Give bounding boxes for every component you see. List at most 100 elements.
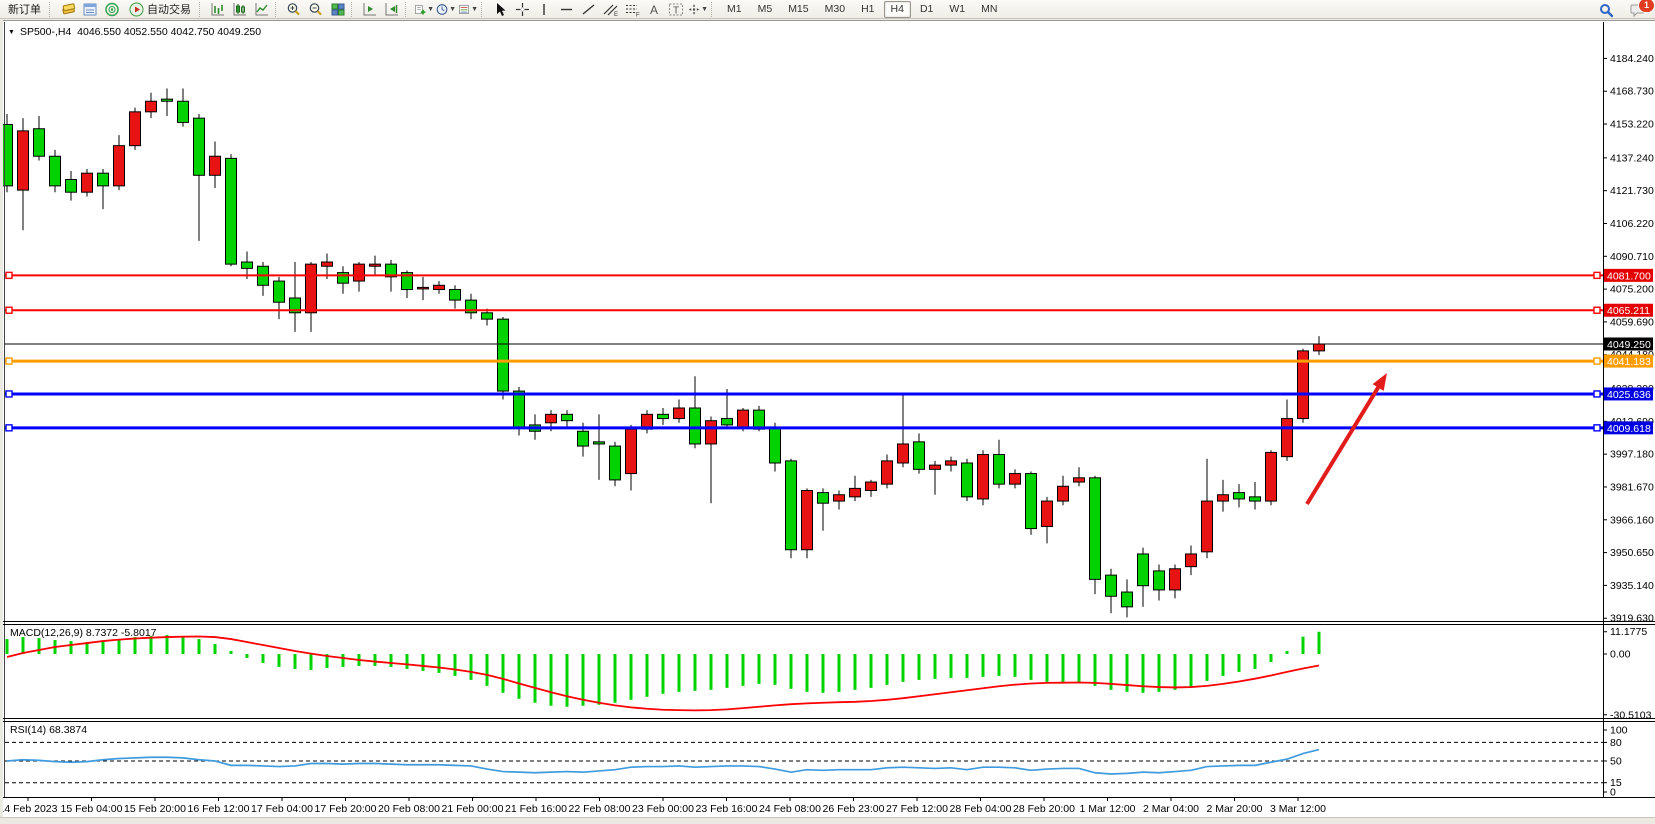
rsi-panel — [5, 741, 1603, 784]
chart-ohlc-readout: 4046.550 4052.550 4042.750 4049.250 — [77, 26, 262, 38]
line-handle[interactable] — [1593, 390, 1601, 398]
toolbar-separator — [49, 1, 55, 17]
svg-text:2 Mar 04:00: 2 Mar 04:00 — [1143, 803, 1199, 815]
line-handle[interactable] — [5, 271, 13, 280]
svg-text:21 Feb 16:00: 21 Feb 16:00 — [505, 803, 567, 815]
svg-text:2 Mar 20:00: 2 Mar 20:00 — [1206, 803, 1262, 815]
horizontal-line-icon[interactable] — [555, 0, 577, 18]
line-handle[interactable] — [5, 424, 13, 432]
svg-text:4081.700: 4081.700 — [1607, 270, 1651, 282]
chart-canvas[interactable]: 4184.240 4168.730 4153.220 4137.240 4121.730… — [3, 21, 1655, 818]
bar-chart-icon[interactable] — [207, 0, 229, 18]
timeframe-button-m15[interactable]: M15 — [788, 2, 809, 15]
new-order-button[interactable]: 新订单 — [2, 0, 47, 19]
toolbar-separator — [275, 1, 281, 17]
timeframe-button-h4[interactable]: H4 — [883, 0, 911, 18]
svg-text:100: 100 — [1610, 725, 1628, 737]
svg-text:A: A — [650, 3, 658, 17]
svg-text:14 Feb 2023: 14 Feb 2023 — [3, 803, 58, 815]
svg-text:3997.180: 3997.180 — [1610, 449, 1654, 461]
toolbar-separator — [199, 1, 205, 17]
timeframe-button-m30[interactable]: M30 — [824, 2, 846, 15]
svg-text:4121.730: 4121.730 — [1610, 185, 1654, 197]
autotrade-button[interactable]: 自动交易 — [123, 0, 197, 19]
svg-text:3935.140: 3935.140 — [1610, 580, 1654, 592]
one-click-trading-arrow-icon[interactable]: ▼ — [8, 29, 15, 36]
equidistant-channel-icon[interactable]: E — [599, 0, 621, 18]
zoom-in-icon[interactable] — [283, 0, 305, 18]
zoom-out-icon[interactable] — [305, 0, 327, 18]
periods-icon[interactable]: ▼ — [435, 0, 457, 18]
line-handle[interactable] — [5, 390, 13, 398]
autotrade-button-label: 自动交易 — [147, 4, 191, 16]
svg-text:15 Feb 20:00: 15 Feb 20:00 — [124, 803, 186, 815]
time-axis[interactable]: 14 Feb 2023 15 Feb 04:00 15 Feb 20:00 16 Fe… — [3, 798, 1326, 815]
svg-text:F: F — [636, 12, 640, 17]
arrows-tool-icon[interactable]: ▼ — [687, 0, 709, 18]
svg-text:21 Feb 00:00: 21 Feb 00:00 — [442, 803, 504, 815]
svg-text:4041.183: 4041.183 — [1607, 356, 1651, 368]
toolbar-separator — [351, 1, 357, 17]
vertical-line-icon[interactable] — [533, 0, 555, 18]
svg-text:4059.690: 4059.690 — [1610, 316, 1654, 328]
market-watch-icon[interactable] — [57, 0, 79, 18]
svg-text:0.00: 0.00 — [1610, 649, 1631, 661]
timeframe-button-d1[interactable]: D1 — [919, 2, 934, 15]
timeframe-button-m1[interactable]: M1 — [727, 2, 742, 15]
svg-text:4137.240: 4137.240 — [1610, 152, 1654, 164]
data-window-icon[interactable] — [79, 0, 101, 18]
line-chart-icon[interactable] — [251, 0, 273, 18]
svg-text:E: E — [614, 12, 618, 17]
svg-text:4184.240: 4184.240 — [1610, 53, 1654, 65]
notifications-icon[interactable]: 1 — [1627, 0, 1655, 19]
price-badges: 4081.700 4065.211 4049.250 4041.183 4025.636… — [1604, 268, 1653, 435]
svg-text:22 Feb 08:00: 22 Feb 08:00 — [569, 803, 631, 815]
svg-text:4090.710: 4090.710 — [1610, 251, 1654, 263]
svg-text:20 Feb 08:00: 20 Feb 08:00 — [378, 803, 440, 815]
trendline-icon[interactable] — [577, 0, 599, 18]
toolbar-separator — [711, 1, 717, 17]
svg-text:4009.618: 4009.618 — [1607, 423, 1651, 435]
svg-text:23 Feb 16:00: 23 Feb 16:00 — [696, 803, 758, 815]
chart-symbol-period: SP500-,H4 — [19, 26, 72, 38]
search-icon[interactable] — [1595, 1, 1617, 19]
line-handle[interactable] — [5, 357, 13, 365]
status-strip — [0, 817, 1655, 824]
tile-windows-icon[interactable] — [327, 0, 349, 18]
svg-text:16 Feb 12:00: 16 Feb 12:00 — [188, 803, 250, 815]
candlestick-chart-icon[interactable] — [229, 0, 251, 18]
timeframe-button-mn[interactable]: MN — [981, 2, 998, 15]
svg-text:80: 80 — [1610, 737, 1622, 749]
navigator-icon[interactable] — [101, 0, 123, 18]
chevron-down-icon[interactable]: ▼ — [471, 5, 478, 13]
chart-shift-icon[interactable] — [381, 0, 403, 18]
svg-text:15 Feb 04:00: 15 Feb 04:00 — [61, 803, 123, 815]
line-handle[interactable] — [5, 306, 13, 314]
templates-icon[interactable]: ▼ — [457, 0, 479, 18]
svg-text:26 Feb 23:00: 26 Feb 23:00 — [823, 803, 885, 815]
auto-scroll-icon[interactable] — [359, 0, 381, 18]
line-handle[interactable] — [1593, 306, 1601, 314]
chart-window[interactable]: ▼ SP500-,H4 4046.550 4052.550 4042.750 40… — [3, 20, 1655, 818]
svg-text:4025.636: 4025.636 — [1607, 389, 1651, 401]
indicators-icon[interactable]: ▼ — [413, 0, 435, 18]
svg-text:3950.650: 3950.650 — [1610, 547, 1654, 559]
svg-text:3981.670: 3981.670 — [1610, 481, 1654, 493]
text-label-icon[interactable]: T — [665, 0, 687, 18]
svg-text:4065.211: 4065.211 — [1607, 305, 1650, 317]
trend-arrow-annotation[interactable] — [1305, 373, 1387, 506]
fibonacci-icon[interactable]: F — [621, 0, 643, 18]
crosshair-icon[interactable] — [511, 0, 533, 18]
line-handle[interactable] — [1593, 271, 1601, 280]
text-icon[interactable]: A — [643, 0, 665, 18]
line-handle[interactable] — [1593, 424, 1601, 432]
timeframe-button-h1[interactable]: H1 — [861, 2, 875, 15]
chevron-down-icon[interactable]: ▼ — [427, 5, 434, 13]
cursor-icon[interactable] — [489, 0, 511, 18]
svg-text:-30.5103: -30.5103 — [1610, 709, 1652, 721]
chevron-down-icon[interactable]: ▼ — [701, 5, 708, 13]
timeframe-button-m5[interactable]: M5 — [757, 2, 773, 15]
chevron-down-icon[interactable]: ▼ — [449, 5, 456, 13]
line-handle[interactable] — [1593, 357, 1601, 365]
timeframe-button-w1[interactable]: W1 — [949, 2, 966, 15]
